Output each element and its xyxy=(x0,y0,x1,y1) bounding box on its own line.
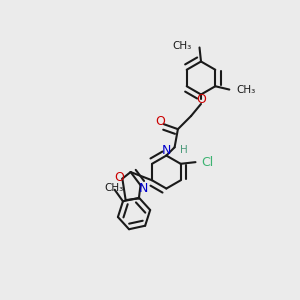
Text: O: O xyxy=(114,171,124,184)
Text: H: H xyxy=(180,145,188,155)
Text: O: O xyxy=(155,115,165,128)
Text: CH₃: CH₃ xyxy=(173,41,192,51)
Text: CH₃: CH₃ xyxy=(104,183,124,193)
Text: N: N xyxy=(161,144,171,157)
Text: O: O xyxy=(196,93,206,106)
Text: N: N xyxy=(139,182,148,195)
Text: Cl: Cl xyxy=(201,156,213,169)
Text: CH₃: CH₃ xyxy=(237,85,256,94)
